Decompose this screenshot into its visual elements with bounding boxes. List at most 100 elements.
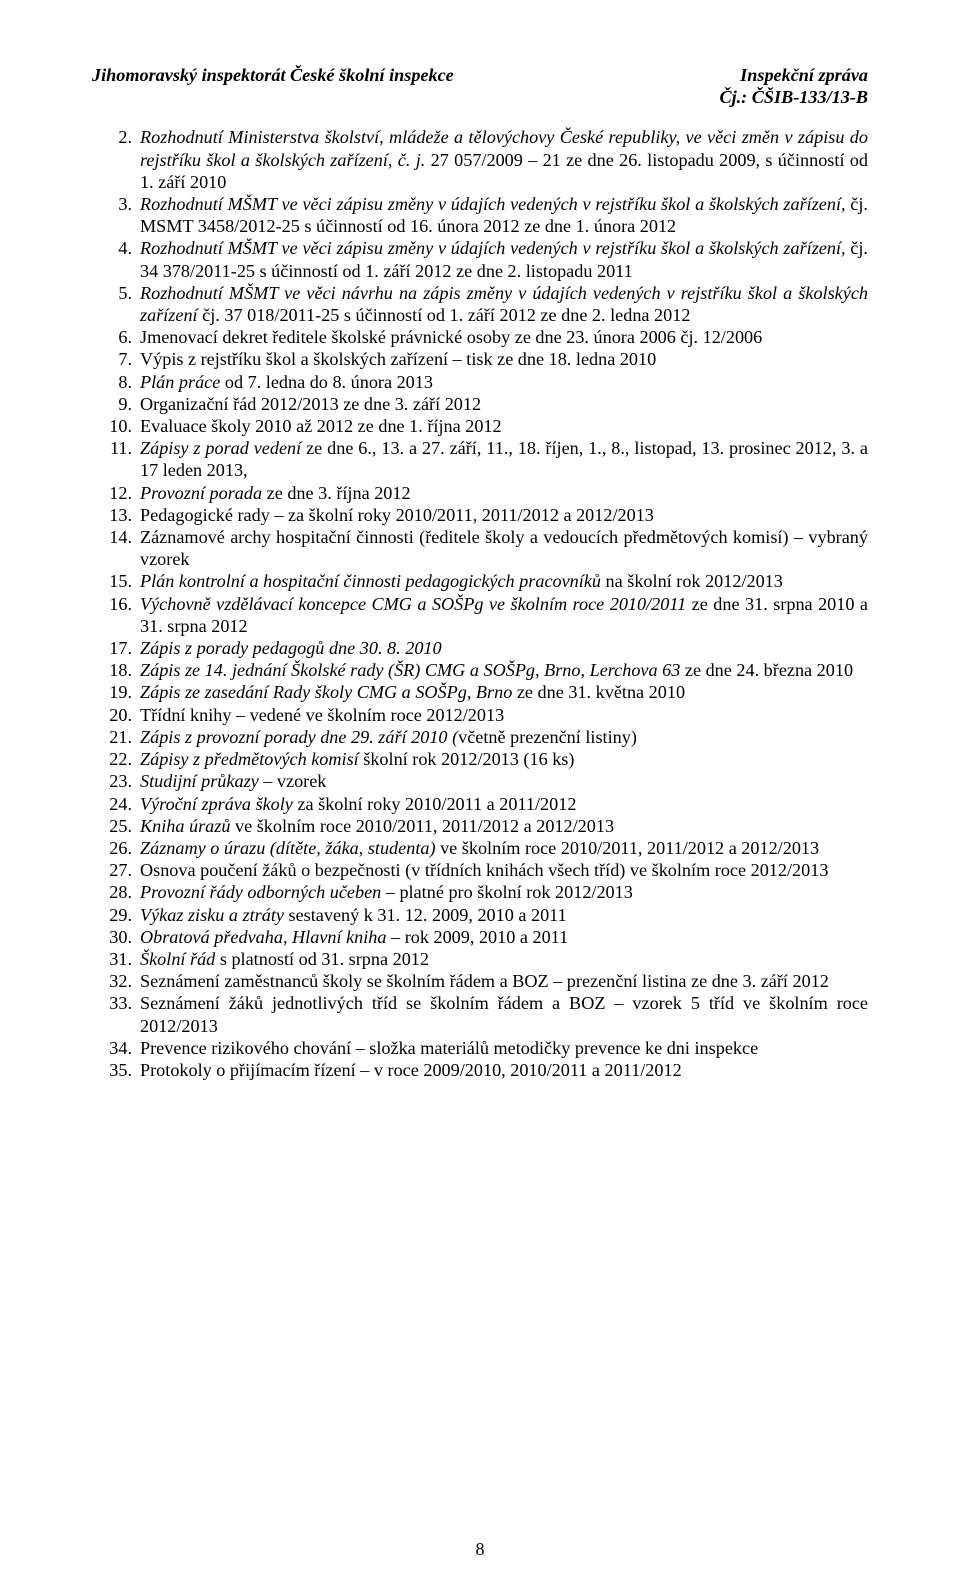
item-text: Zápisy z porad vedení ze dne 6., 13. a 2…	[140, 437, 868, 481]
text-segment: Evaluace školy 2010 až 2012 ze dne 1. ří…	[140, 416, 502, 436]
header-right-line2: Čj.: ČŠIB-133/13-B	[719, 86, 868, 108]
item-number: 3.	[92, 193, 140, 215]
list-item: 18.Zápis ze 14. jednání Školské rady (ŠR…	[92, 659, 868, 681]
header-right: Inspekční zpráva Čj.: ČŠIB-133/13-B	[719, 64, 868, 108]
list-item: 11.Zápisy z porad vedení ze dne 6., 13. …	[92, 437, 868, 481]
text-segment: sestavený k 31. 12. 2009, 2010 a 2011	[284, 905, 567, 925]
item-text: Školní řád s platností od 31. srpna 2012	[140, 948, 868, 970]
italic-segment: Rozhodnutí MŠMT ve věci zápisu změny v ú…	[140, 194, 846, 214]
italic-segment: Kniha úrazů	[140, 816, 230, 836]
italic-segment: Výroční zpráva školy	[140, 794, 293, 814]
item-text: Rozhodnutí MŠMT ve věci zápisu změny v ú…	[140, 237, 868, 281]
item-number: 9.	[92, 393, 140, 415]
text-segment: Pedagogické rady – za školní roky 2010/2…	[140, 505, 654, 525]
italic-segment: Zápisy z předmětových komisí	[140, 749, 359, 769]
page-header: Jihomoravský inspektorát České školní in…	[92, 64, 868, 108]
item-number: 16.	[92, 593, 140, 615]
item-number: 8.	[92, 371, 140, 393]
item-text: Třídní knihy – vedené ve školním roce 20…	[140, 704, 868, 726]
italic-segment: Výchovně vzdělávací koncepce CMG a SOŠPg…	[140, 594, 686, 614]
list-item: 17.Zápis z porady pedagogů dne 30. 8. 20…	[92, 637, 868, 659]
item-text: Obratová předvaha, Hlavní kniha – rok 20…	[140, 926, 868, 948]
list-item: 6.Jmenovací dekret ředitele školské práv…	[92, 326, 868, 348]
text-segment: Seznámení žáků jednotlivých tříd se škol…	[140, 993, 868, 1035]
text-segment: ve školním roce 2010/2011, 2011/2012 a 2…	[436, 838, 820, 858]
item-number: 29.	[92, 904, 140, 926]
italic-segment: Provozní porada	[140, 483, 262, 503]
text-segment: ve školním roce 2010/2011, 2011/2012 a 2…	[230, 816, 614, 836]
list-item: 15.Plán kontrolní a hospitační činnosti …	[92, 570, 868, 592]
list-item: 34.Prevence rizikového chování – složka …	[92, 1037, 868, 1059]
list-item: 30.Obratová předvaha, Hlavní kniha – rok…	[92, 926, 868, 948]
text-segment: s platností od 31. srpna 2012	[215, 949, 429, 969]
text-segment: Seznámení zaměstnanců školy se školním ř…	[140, 971, 829, 991]
list-item: 22.Zápisy z předmětových komisí školní r…	[92, 748, 868, 770]
item-number: 4.	[92, 237, 140, 259]
list-item: 7.Výpis z rejstříku škol a školských zař…	[92, 348, 868, 370]
item-text: Zápis z porady pedagogů dne 30. 8. 2010	[140, 637, 868, 659]
item-text: Pedagogické rady – za školní roky 2010/2…	[140, 504, 868, 526]
text-segment: ze dne 24. března 2010	[680, 660, 853, 680]
text-segment: Záznamové archy hospitační činnosti (řed…	[140, 527, 868, 569]
italic-segment: Studijní průkazy	[140, 771, 259, 791]
list-item: 33.Seznámení žáků jednotlivých tříd se š…	[92, 992, 868, 1036]
item-number: 35.	[92, 1059, 140, 1081]
header-right-line1: Inspekční zpráva	[719, 64, 868, 86]
italic-segment: Zápis ze zasedání Rady školy CMG a SOŠPg…	[140, 682, 512, 702]
item-text: Výroční zpráva školy za školní roky 2010…	[140, 793, 868, 815]
text-segment: ze dne 31. května 2010	[512, 682, 685, 702]
italic-segment: Záznamy o úrazu (dítěte, žáka, studenta)	[140, 838, 436, 858]
list-item: 5.Rozhodnutí MŠMT ve věci návrhu na zápi…	[92, 282, 868, 326]
item-text: Osnova poučení žáků o bezpečnosti (v tří…	[140, 859, 868, 881]
italic-segment: Školní řád	[140, 949, 215, 969]
item-text: Plán práce od 7. ledna do 8. února 2013	[140, 371, 868, 393]
list-item: 2.Rozhodnutí Ministerstva školství, mlád…	[92, 126, 868, 193]
list-item: 23.Studijní průkazy – vzorek	[92, 770, 868, 792]
list-item: 27.Osnova poučení žáků o bezpečnosti (v …	[92, 859, 868, 881]
italic-segment: Zápisy z porad vedení	[140, 438, 301, 458]
item-text: Výkaz zisku a ztráty sestavený k 31. 12.…	[140, 904, 868, 926]
item-text: Rozhodnutí Ministerstva školství, mládež…	[140, 126, 868, 193]
item-number: 11.	[92, 437, 140, 459]
item-number: 24.	[92, 793, 140, 815]
item-text: Seznámení zaměstnanců školy se školním ř…	[140, 970, 868, 992]
item-number: 31.	[92, 948, 140, 970]
document-list: 2.Rozhodnutí Ministerstva školství, mlád…	[92, 126, 868, 1081]
item-number: 23.	[92, 770, 140, 792]
item-text: Organizační řád 2012/2013 ze dne 3. září…	[140, 393, 868, 415]
text-segment: Třídní knihy – vedené ve školním roce 20…	[140, 705, 504, 725]
item-text: Rozhodnutí MŠMT ve věci návrhu na zápis …	[140, 282, 868, 326]
item-number: 27.	[92, 859, 140, 881]
text-segment: ze dne 3. října 2012	[262, 483, 410, 503]
italic-segment: Zápis z porady pedagogů dne 30. 8. 2010	[140, 638, 442, 658]
list-item: 3.Rozhodnutí MŠMT ve věci zápisu změny v…	[92, 193, 868, 237]
text-segment: čj. 37 018/2011-25 s účinností od 1. zář…	[198, 305, 691, 325]
item-text: Jmenovací dekret ředitele školské právni…	[140, 326, 868, 348]
list-item: 28.Provozní řády odborných učeben – plat…	[92, 881, 868, 903]
list-item: 16.Výchovně vzdělávací koncepce CMG a SO…	[92, 593, 868, 637]
item-text: Záznamy o úrazu (dítěte, žáka, studenta)…	[140, 837, 868, 859]
item-text: Seznámení žáků jednotlivých tříd se škol…	[140, 992, 868, 1036]
list-item: 10.Evaluace školy 2010 až 2012 ze dne 1.…	[92, 415, 868, 437]
item-text: Evaluace školy 2010 až 2012 ze dne 1. ří…	[140, 415, 868, 437]
text-segment: – platné pro školní rok 2012/2013	[381, 882, 633, 902]
item-text: Zápis ze 14. jednání Školské rady (ŠR) C…	[140, 659, 868, 681]
text-segment: Organizační řád 2012/2013 ze dne 3. září…	[140, 394, 481, 414]
text-segment: za školní roky 2010/2011 a 2011/2012	[293, 794, 577, 814]
list-item: 32.Seznámení zaměstnanců školy se školní…	[92, 970, 868, 992]
item-text: Prevence rizikového chování – složka mat…	[140, 1037, 868, 1059]
item-number: 2.	[92, 126, 140, 148]
italic-segment: Zápis z provozní porady dne 29. září 201…	[140, 727, 458, 747]
item-number: 26.	[92, 837, 140, 859]
list-item: 14.Záznamové archy hospitační činnosti (…	[92, 526, 868, 570]
item-text: Protokoly o přijímacím řízení – v roce 2…	[140, 1059, 868, 1081]
italic-segment: Plán práce	[140, 372, 220, 392]
item-number: 28.	[92, 881, 140, 903]
item-number: 18.	[92, 659, 140, 681]
item-text: Plán kontrolní a hospitační činnosti ped…	[140, 570, 868, 592]
list-item: 20.Třídní knihy – vedené ve školním roce…	[92, 704, 868, 726]
text-segment: včetně prezenční listiny)	[458, 727, 637, 747]
italic-segment: Výkaz zisku a ztráty	[140, 905, 284, 925]
text-segment: od 7. ledna do 8. února 2013	[220, 372, 433, 392]
item-number: 33.	[92, 992, 140, 1014]
